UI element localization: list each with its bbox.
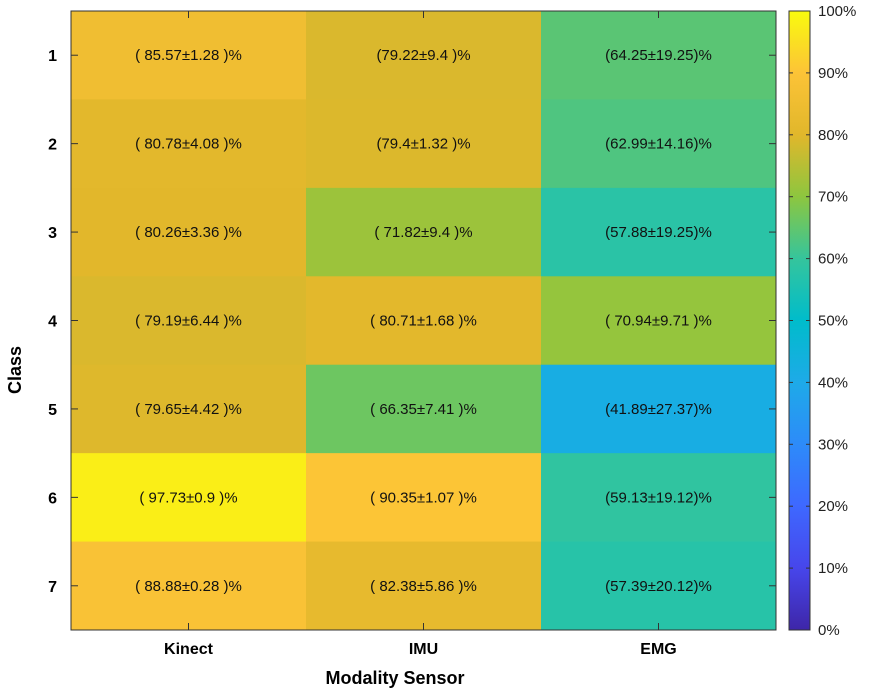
heatmap-cell (306, 364, 542, 454)
y-tick-label: 2 (48, 137, 57, 154)
colorbar-tick-label: 20% (818, 498, 848, 515)
heatmap-cell (71, 541, 307, 631)
colorbar-tick-label: 50% (818, 313, 848, 330)
heatmap-cell (541, 99, 777, 189)
heatmap-cell (541, 187, 777, 277)
x-axis-title: Modality Sensor (325, 668, 464, 688)
cell-value-label: (59.13±19.12)% (605, 489, 712, 506)
heatmap-cell (306, 99, 542, 189)
cell-value-label: ( 85.57±1.28 )% (135, 47, 242, 64)
y-tick-label: 4 (48, 314, 57, 331)
heatmap-cell (306, 453, 542, 543)
heatmap-cell (541, 11, 777, 100)
heatmap-cell (71, 11, 307, 100)
colorbar-tick-label: 10% (818, 560, 848, 577)
colorbar-tick-label: 90% (818, 65, 848, 82)
y-tick-label: 5 (48, 402, 57, 419)
cell-value-label: ( 66.35±7.41 )% (370, 401, 477, 418)
cell-value-label: (79.22±9.4 )% (376, 47, 470, 64)
y-axis-title: Class (5, 346, 25, 394)
cell-value-label: (62.99±14.16)% (605, 136, 712, 153)
y-tick-label: 3 (48, 225, 57, 242)
heatmap-cell (71, 453, 307, 543)
cell-value-label: ( 82.38±5.86 )% (370, 578, 477, 595)
cell-value-label: ( 79.19±6.44 )% (135, 313, 242, 330)
heatmap-cells: ( 85.57±1.28 )% (79.22±9.4 )% (64.25±19.25… (71, 11, 777, 631)
cell-value-label: (64.25±19.25)% (605, 47, 712, 64)
colorbar-tick-label: 80% (818, 127, 848, 144)
colorbar-tick-label: 30% (818, 436, 848, 453)
heatmap-cell (71, 99, 307, 189)
x-tick-label: IMU (409, 641, 438, 658)
colorbar-tick-label: 0% (818, 622, 840, 639)
axis-ticks: 1 2 3 4 5 6 7 Kinect IMU EMG (48, 11, 776, 658)
heatmap-cell (71, 276, 307, 366)
y-tick-label: 1 (48, 48, 57, 65)
colorbar-tick-label: 40% (818, 374, 848, 391)
cell-value-label: ( 79.65±4.42 )% (135, 401, 242, 418)
heatmap-cell (71, 364, 307, 454)
cell-value-label: ( 80.78±4.08 )% (135, 136, 242, 153)
heatmap-cell (306, 276, 542, 366)
colorbar: 0% 10% 20% 30% 40% 50% 60% 70% 80% 90% 100% (788, 3, 856, 639)
cell-value-label: ( 80.26±3.36 )% (135, 224, 242, 241)
colorbar-tick-label: 70% (818, 189, 848, 206)
cell-value-label: (41.89±27.37)% (605, 401, 712, 418)
x-tick-label: EMG (640, 641, 676, 658)
heatmap-cell (306, 11, 542, 100)
heatmap-cell (541, 364, 777, 454)
cell-value-label: ( 88.88±0.28 )% (135, 578, 242, 595)
cell-value-label: ( 80.71±1.68 )% (370, 313, 477, 330)
cell-value-label: ( 71.82±9.4 )% (374, 224, 472, 241)
heatmap-cell (541, 276, 777, 366)
heatmap-cell (541, 453, 777, 543)
y-tick-label: 6 (48, 490, 57, 507)
heatmap-cell (71, 187, 307, 277)
cell-value-label: (57.39±20.12)% (605, 578, 712, 595)
cell-value-label: ( 70.94±9.71 )% (605, 313, 712, 330)
y-tick-label: 7 (48, 579, 57, 596)
heatmap-cell (306, 187, 542, 277)
cell-value-label: (57.88±19.25)% (605, 224, 712, 241)
colorbar-tick-label: 100% (818, 3, 856, 20)
heatmap-cell (306, 541, 542, 631)
cell-value-label: (79.4±1.32 )% (376, 136, 470, 153)
x-tick-label: Kinect (164, 641, 214, 658)
heatmap-cell (541, 541, 777, 631)
cell-value-label: ( 97.73±0.9 )% (139, 489, 237, 506)
colorbar-tick-label: 60% (818, 251, 848, 268)
cell-value-label: ( 90.35±1.07 )% (370, 489, 477, 506)
